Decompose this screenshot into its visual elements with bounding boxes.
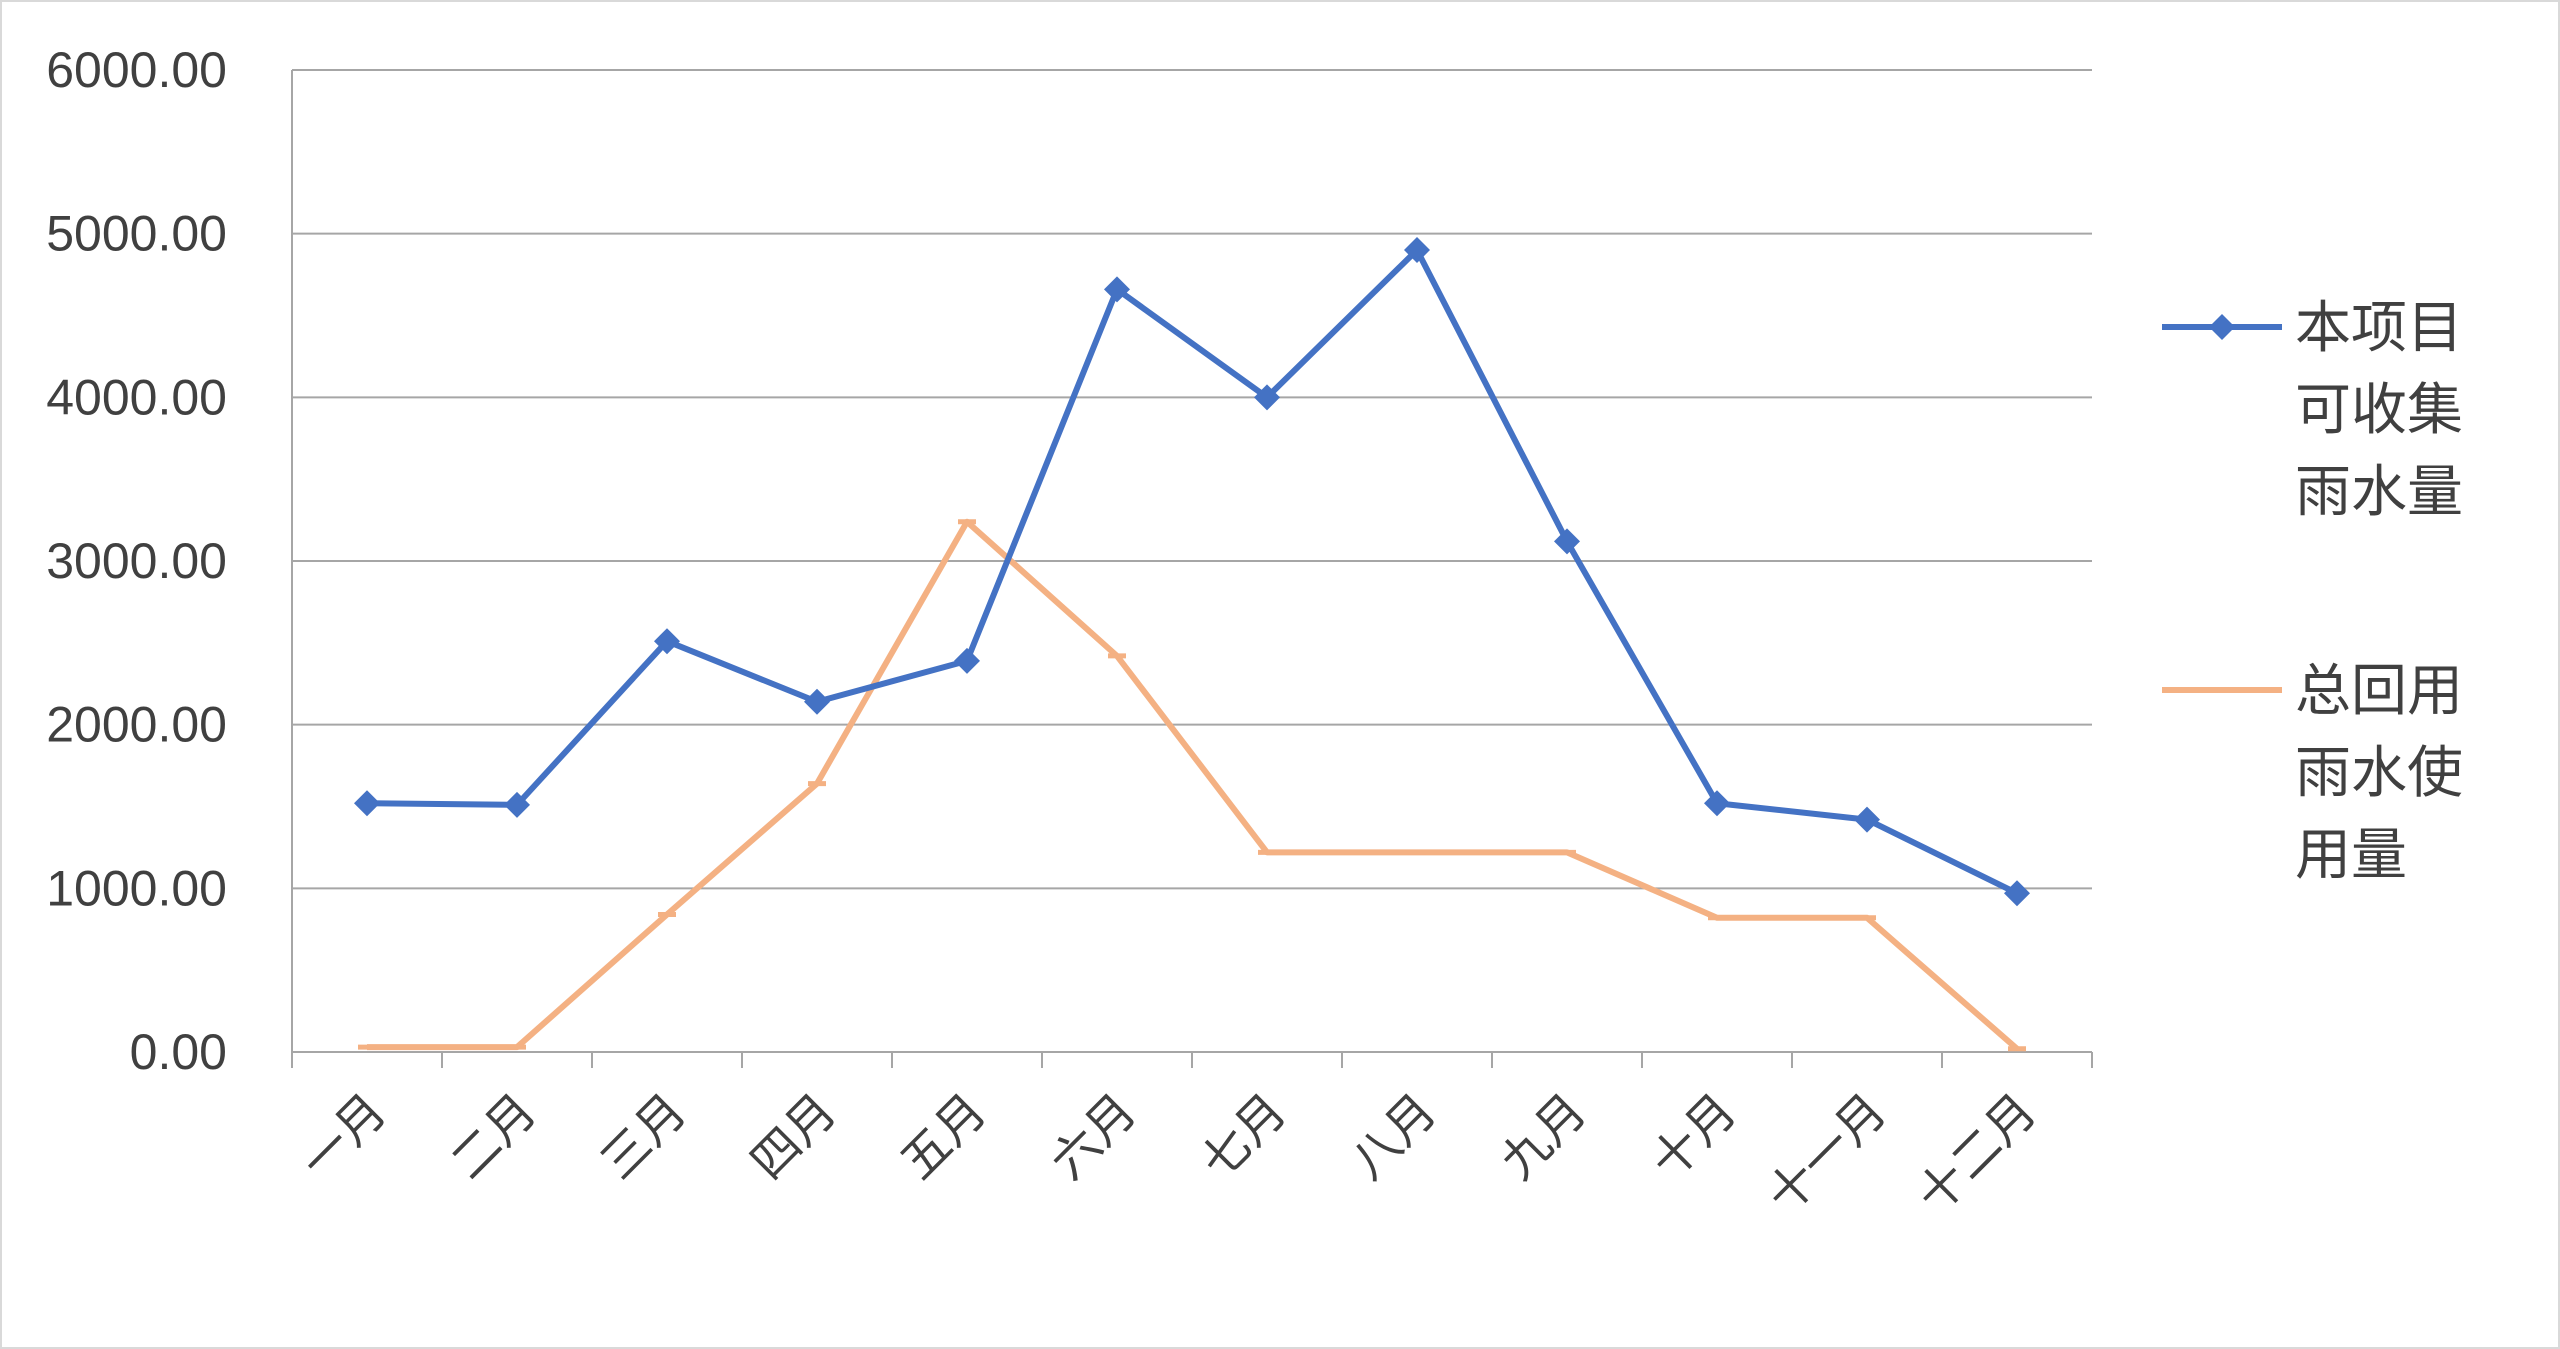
series-line-0 <box>366 247 2019 896</box>
y-tick-label: 3000.00 <box>46 533 227 589</box>
legend-entry-text: 可收集 <box>2295 378 2463 443</box>
data-point-marker <box>1254 384 1280 411</box>
data-point-marker <box>1704 790 1730 817</box>
legend-entry-text: 总回用 <box>2295 659 2463 724</box>
data-point-marker <box>1104 276 1130 303</box>
series-line-1 <box>367 518 2019 1051</box>
y-tick-label: 5000.00 <box>46 206 227 262</box>
data-point-marker <box>2004 880 2030 907</box>
x-tick-label: 四月 <box>740 1083 847 1190</box>
data-point-marker <box>1854 806 1880 833</box>
y-tick-label: 2000.00 <box>46 697 227 753</box>
legend-entry-text: 本项目 <box>2295 296 2463 361</box>
legend-entry-text: 雨水量 <box>2295 460 2463 525</box>
data-point-marker <box>804 688 830 715</box>
legend-entry-text: 用量 <box>2295 823 2407 888</box>
x-tick-label: 十二月 <box>1906 1083 2047 1224</box>
x-tick-label: 三月 <box>590 1083 697 1190</box>
y-tick-label: 4000.00 <box>46 369 227 425</box>
x-tick-label: 九月 <box>1490 1083 1597 1190</box>
x-tick-label: 十月 <box>1640 1083 1747 1190</box>
legend-swatch-marker <box>2209 314 2235 340</box>
x-tick-label: 一月 <box>290 1083 397 1190</box>
x-tick-label: 七月 <box>1190 1083 1297 1190</box>
data-point-marker <box>1404 237 1430 264</box>
x-tick-label: 五月 <box>890 1083 997 1190</box>
y-tick-label: 1000.00 <box>46 860 227 916</box>
data-point-marker <box>954 647 980 674</box>
y-tick-label: 6000.00 <box>46 42 227 98</box>
x-tick-label: 二月 <box>440 1083 547 1190</box>
data-point-marker <box>654 628 680 655</box>
data-point-marker <box>354 790 380 817</box>
y-tick-label: 0.00 <box>130 1024 227 1080</box>
legend-entry-text: 雨水使 <box>2295 741 2463 806</box>
x-tick-label: 十一月 <box>1756 1083 1897 1224</box>
x-tick-label: 六月 <box>1040 1083 1147 1190</box>
x-tick-label: 八月 <box>1340 1083 1447 1190</box>
data-point-marker <box>504 791 530 818</box>
data-point-marker <box>1554 528 1580 555</box>
